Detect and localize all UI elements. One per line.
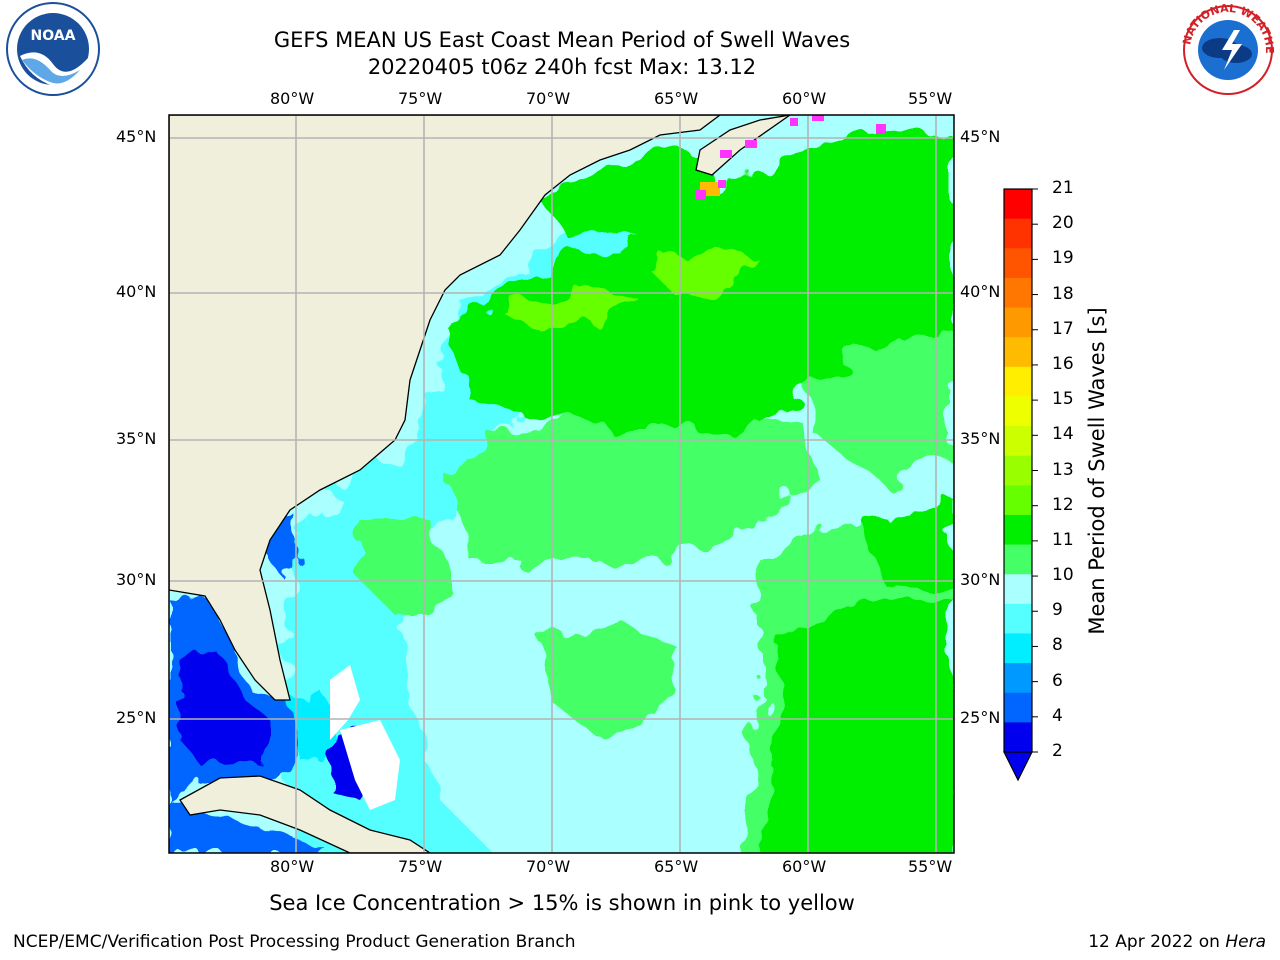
colorbar-tick-label: 4 [1052,705,1063,726]
cuba-landmass [179,775,432,853]
colorbar-segment [1004,218,1032,249]
us-landmass [169,115,722,701]
colorbar-tick-label: 9 [1052,600,1063,621]
colorbar-segment [1004,603,1032,634]
graticule [169,115,954,853]
map-frame [168,114,955,854]
colorbar-segment [1004,248,1032,279]
colorbar-tick-label: 18 [1052,283,1074,304]
lon-label-top: 55°W [908,89,953,108]
colorbar-frame [1003,188,1033,753]
lon-label-bottom: 80°W [270,857,315,876]
footer-date-text: 12 Apr 2022 on [1088,932,1220,952]
nova-scotia [695,115,791,176]
nws-logo: NATIONAL WEATHER SERVICE [1176,0,1276,95]
footer-machine: Hera [1225,932,1266,952]
lon-label-bottom: 55°W [908,857,953,876]
colorbar-tick-label: 8 [1052,635,1063,656]
svg-text:NOAA: NOAA [31,28,76,44]
colorbar [1004,188,1038,753]
map-subtitle-run: 20220405 t06z 240h fcst Max: 13.12 [367,55,757,79]
lat-label-right: 35°N [960,429,1001,448]
colorbar-extend-arrow [1003,751,1033,782]
lat-label-right: 40°N [960,282,1001,301]
colorbar-tick-label: 20 [1052,213,1074,234]
colorbar-segment [1004,692,1032,723]
swell-period-field [280,130,954,853]
colorbar-segment [1004,574,1032,605]
colorbar-tick-label: 17 [1052,318,1074,339]
lat-label-left: 45°N [116,127,157,146]
colorbar-tick-label: 10 [1052,565,1074,586]
lon-label-bottom: 70°W [526,857,571,876]
lat-label-left: 30°N [116,570,157,589]
lat-label-left: 25°N [116,708,157,727]
colorbar-segment [1004,337,1032,368]
colorbar-tick-label: 14 [1052,424,1074,445]
colorbar-tick-label: 2 [1052,741,1063,761]
colorbar-segment [1004,514,1032,546]
footer-date: 12 Apr 2022 on Hera [1088,932,1266,952]
colorbar-tick-label: 12 [1052,494,1074,515]
lat-label-right: 30°N [960,570,1001,589]
colorbar-segment [1004,396,1032,427]
noaa-logo: NOAA [6,2,100,96]
colorbar-segment [1004,485,1032,516]
colorbar-segment [1004,722,1032,753]
sea-ice-note: Sea Ice Concentration > 15% is shown in … [269,891,855,915]
map-title: GEFS MEAN US East Coast Mean Period of S… [273,28,851,52]
lat-label-left: 40°N [116,282,157,301]
lon-label-top: 70°W [526,89,571,108]
colorbar-tick-label: 21 [1052,178,1074,198]
lon-label-top: 75°W [398,89,443,108]
colorbar-segment [1004,307,1032,338]
gulf-low-period [169,510,380,853]
colorbar-segment [1004,426,1032,457]
lon-label-bottom: 60°W [782,857,827,876]
lon-label-top: 60°W [782,89,827,108]
colorbar-segment [1004,544,1032,575]
colorbar-tick-label: 13 [1052,459,1074,480]
colorbar-tick-label: 11 [1052,529,1074,550]
colorbar-tick-label: 15 [1052,389,1074,410]
colorbar-segment [1004,277,1032,309]
footer-credit: NCEP/EMC/Verification Post Processing Pr… [13,932,576,952]
sea-ice-markers [696,115,886,200]
colorbar-tick-label: 6 [1052,670,1063,691]
lat-label-right: 45°N [960,127,1001,146]
lon-label-bottom: 75°W [398,857,443,876]
colorbar-title: Mean Period of Swell Waves [s] [1085,307,1109,635]
colorbar-segment [1004,663,1032,694]
lat-label-right: 25°N [960,708,1001,727]
lon-label-top: 80°W [270,89,315,108]
colorbar-tick-label: 16 [1052,353,1074,374]
lat-label-left: 35°N [116,429,157,448]
bahamas-shoal [330,665,400,810]
colorbar-segment [1004,455,1032,486]
colorbar-segment [1004,366,1032,397]
lon-label-bottom: 65°W [654,857,699,876]
colorbar-segment [1004,633,1032,664]
colorbar-segment [1004,189,1032,220]
colorbar-tick-label: 19 [1052,248,1074,269]
lon-label-top: 65°W [654,89,699,108]
